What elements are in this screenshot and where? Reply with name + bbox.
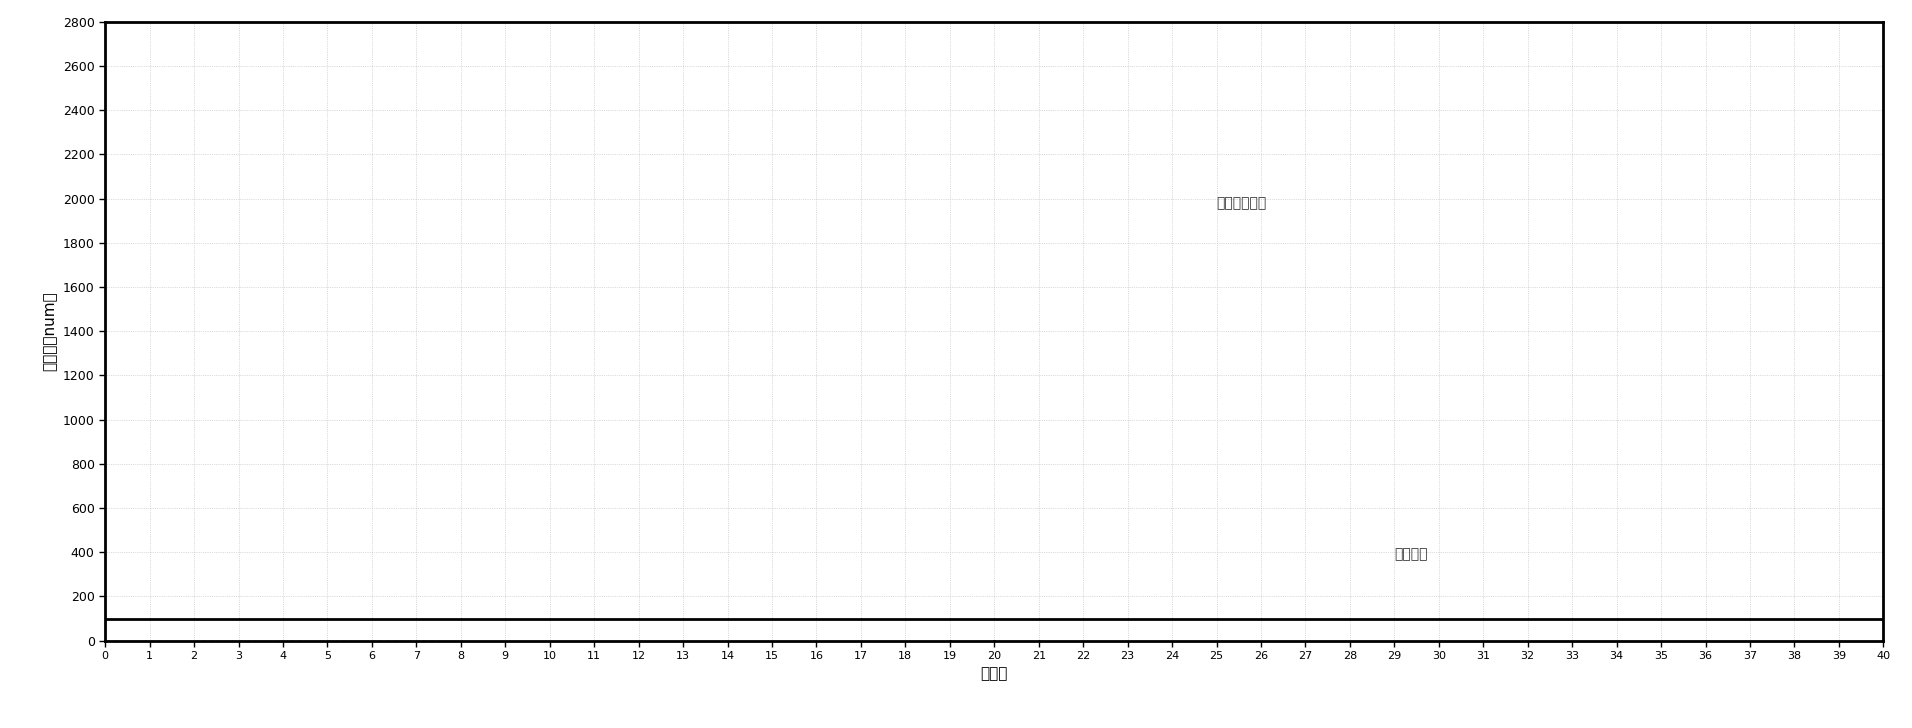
Text: 空白对照: 空白对照 [1394,547,1428,561]
Y-axis label: 荧光量（num）: 荧光量（num） [42,291,57,371]
X-axis label: 循环数: 循环数 [981,667,1008,681]
Text: 香鱼假单胞菌: 香鱼假单胞菌 [1216,196,1268,210]
